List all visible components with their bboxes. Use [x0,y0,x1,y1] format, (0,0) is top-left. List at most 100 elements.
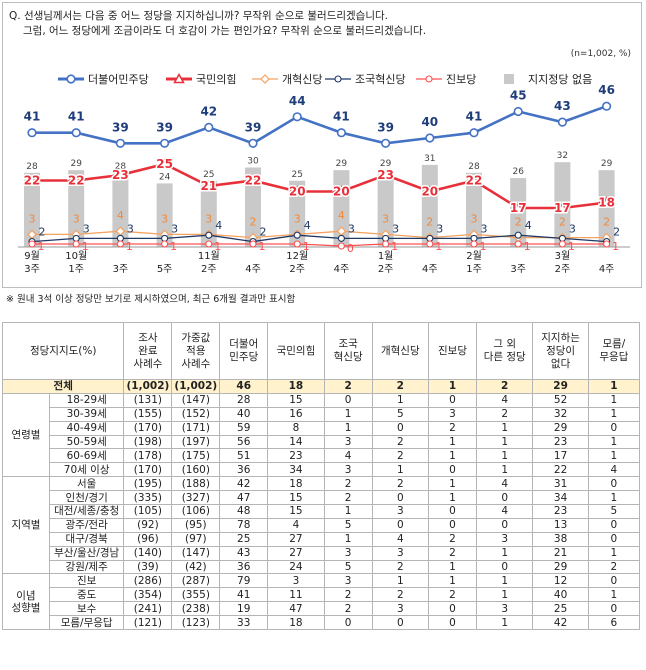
x-tick-label-week: 4주 [422,264,438,275]
table-cell: 25 [219,531,269,547]
series-data-label: 1 [391,240,398,253]
table-cell: 16 [267,406,325,422]
marker-circle [292,112,302,122]
table-cell: 2 [475,406,534,422]
series-point [27,128,37,138]
bar-label: 29 [70,159,82,169]
marker-circle-open [205,231,213,239]
series-data-label: 4 [338,209,345,222]
table-cell: 78 [219,517,269,533]
series-line [32,243,607,247]
marker-circle-open [205,240,213,248]
table-cell: (175) [171,448,221,464]
table-cell: 4 [475,476,534,492]
table-cell: 2 [428,531,477,547]
series-data-label: 22 [466,174,483,188]
table-cell: 5 [587,504,641,519]
series-point [556,201,569,213]
series-data-label: 22 [245,174,262,188]
marker-circle [66,74,76,84]
table-cell: 42 [219,476,269,492]
marker-circle-open [514,240,522,248]
table-cell: 0 [587,476,641,492]
table-cell: 13 [532,517,589,533]
table-cell: 4 [323,448,373,464]
row-label: 강원/제주 [48,559,125,575]
x-tick-label-month: 2월 [466,250,482,262]
series-data-label: 3 [171,222,178,235]
row-label: 30-39세 [48,406,125,422]
table-cell: (95) [171,517,221,533]
table-cell: 3 [475,531,534,547]
table-cell: 1 [323,531,373,547]
bar-no-party [466,172,482,247]
table-cell: 56 [219,434,269,450]
series-data-label: 2 [260,226,267,239]
row-label: 70세 이상 [48,462,125,478]
column-header: 조국 혁신당 [323,322,373,380]
table-cell: 2 [475,379,534,394]
table-cell: (170) [123,420,173,436]
group-label: 연령별 [2,392,50,478]
table-cell: 1 [475,462,534,478]
bar-label: 28 [26,162,38,172]
table-cell: 2 [371,448,430,464]
series-data-label: 3 [205,212,212,225]
table-cell: 17 [532,448,589,464]
table-cell: 43 [219,545,269,561]
series-point [205,240,213,248]
table-cell: 2 [428,587,477,603]
column-header: 정당지지도(%) [1,322,125,380]
marker-triangle [291,185,303,196]
table-cell: 0 [587,601,641,617]
series-data-label: 3 [436,222,443,235]
sample-size-note: (n=1,002, %) [570,49,631,59]
series-data-label: 4 [215,219,222,232]
table-cell: 3 [428,406,477,422]
table-cell: 0 [428,462,477,478]
table-cell: 1 [323,504,373,519]
series-data-label: 1 [214,240,221,253]
table-cell: 1 [371,462,430,478]
x-tick-label-week: 3주 [24,264,40,275]
table-cell: 15 [267,490,325,506]
x-tick-label-week: 4주 [245,264,261,275]
table-cell: 46 [219,379,269,394]
series-data-label: 1 [126,240,133,253]
legend-item: 조국혁신당 [325,73,406,86]
series-data-label: 3 [294,212,301,225]
table-cell: 1 [475,587,534,603]
table-cell: 3 [323,434,373,450]
table-row: 모름/무응답 (121) (123) 33 18 0 0 0 1 42 6 [3,615,641,631]
table-cell: 3 [323,545,373,561]
marker-triangle [512,201,524,213]
table-cell: (171) [171,420,221,436]
table-cell: (147) [171,392,221,408]
table-cell: 0 [587,573,641,589]
table-cell: 4 [371,531,430,547]
series-data-label: 4 [304,219,311,232]
row-label: 모름/무응답 [48,615,125,631]
table-cell: (195) [123,476,173,492]
bar-no-party [200,180,217,247]
series-point [203,179,215,191]
bar-label: 29 [380,159,392,169]
table-cell: (198) [123,434,173,450]
series-line [32,162,607,210]
table-cell: 1 [428,448,477,464]
series-point [603,240,611,248]
legend-item: 개혁신당 [252,73,322,86]
table-cell: 79 [219,573,269,589]
series-data-label: 2 [250,216,257,229]
bar-no-party [289,180,306,247]
marker-triangle [158,157,171,169]
series-point [470,240,478,248]
table-cell: 4 [475,392,534,408]
bar-no-party [377,170,394,247]
bar-label: 28 [468,162,480,172]
x-tick-label-week: 3주 [113,264,129,275]
table-cell: (188) [171,476,221,492]
marker-circle [204,122,214,132]
series-point [26,174,38,185]
series-data-label: 2 [515,216,522,229]
